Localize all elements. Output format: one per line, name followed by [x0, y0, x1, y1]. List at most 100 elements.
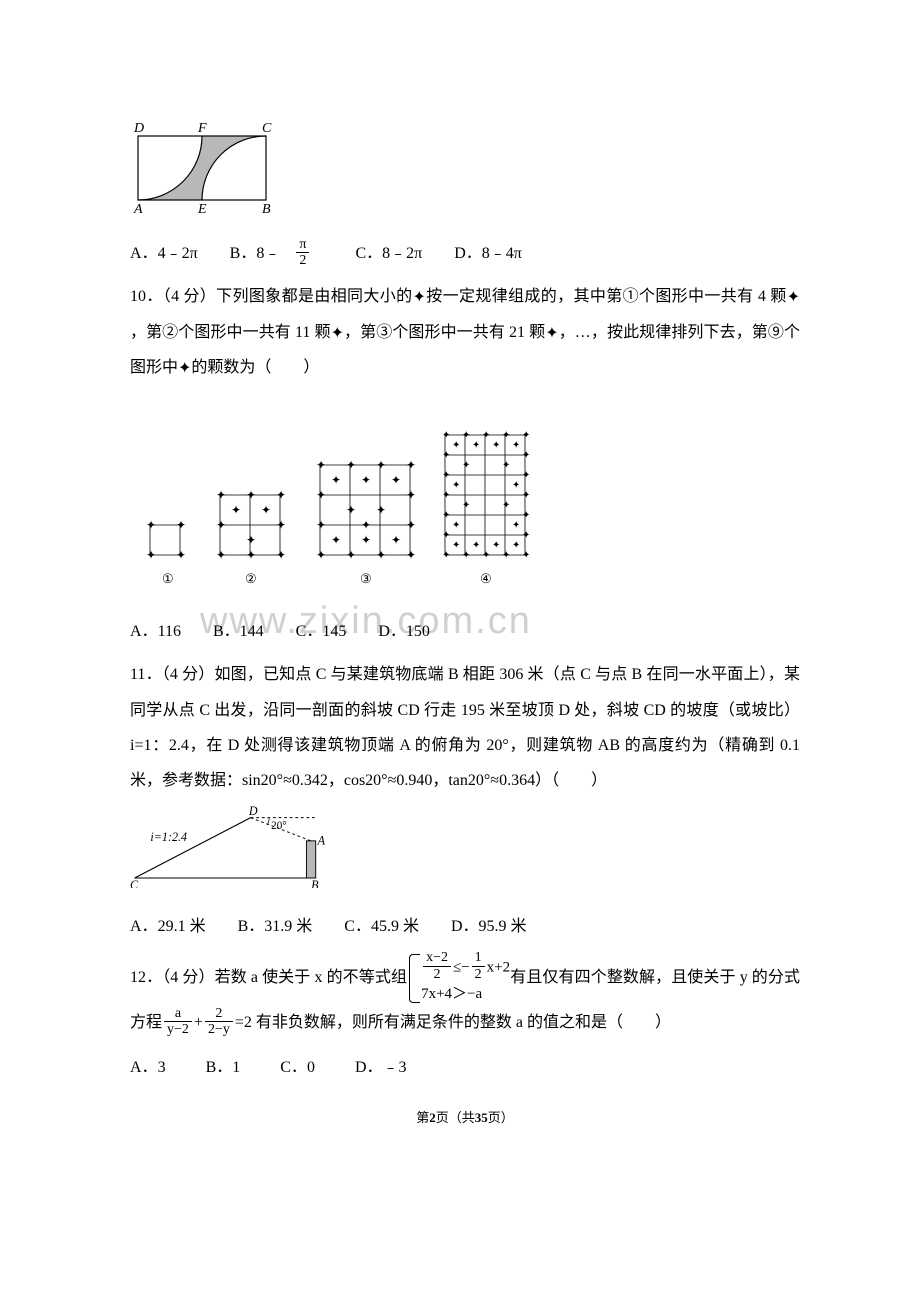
svg-text:✦: ✦	[316, 488, 326, 502]
svg-text:✦: ✦	[482, 550, 490, 561]
svg-text:B: B	[311, 878, 319, 888]
q12-option-b: B．1	[206, 1059, 255, 1076]
svg-text:✦: ✦	[406, 518, 416, 532]
svg-text:✦: ✦	[276, 518, 286, 532]
svg-text:✦: ✦	[216, 518, 226, 532]
svg-text:✦: ✦	[176, 548, 186, 562]
q9-option-b: B．8﹣π2	[230, 245, 338, 262]
svg-text:✦: ✦	[176, 518, 186, 532]
svg-text:D: D	[248, 804, 258, 818]
svg-text:✦: ✦	[442, 470, 450, 481]
q10-pattern-figure: ✦✦ ✦✦ ① ✦✦✦ ✦✦ ✦✦✦ ✦✦ ✦ ②	[130, 395, 800, 608]
svg-text:③: ③	[360, 571, 372, 586]
svg-text:④: ④	[480, 571, 492, 586]
q10-option-d: D．150	[378, 623, 444, 640]
svg-text:✦: ✦	[391, 533, 401, 547]
page-footer: 第2页（共35页）	[130, 1104, 800, 1133]
svg-text:✦: ✦	[512, 480, 520, 491]
star-icon: ✦	[331, 316, 344, 351]
svg-text:✦: ✦	[442, 530, 450, 541]
svg-text:✦: ✦	[462, 500, 470, 511]
svg-text:✦: ✦	[361, 518, 371, 532]
svg-text:✦: ✦	[482, 430, 490, 441]
star-icon: ✦	[178, 351, 191, 386]
svg-text:✦: ✦	[522, 470, 530, 481]
svg-text:✦: ✦	[442, 490, 450, 501]
svg-text:✦: ✦	[442, 450, 450, 461]
svg-text:✦: ✦	[512, 540, 520, 551]
svg-text:✦: ✦	[346, 458, 356, 472]
svg-text:✦: ✦	[246, 548, 256, 562]
q11-option-d: D．95.9 米	[451, 918, 541, 935]
svg-text:✦: ✦	[522, 510, 530, 521]
svg-text:①: ①	[162, 571, 174, 586]
q10-text: 10．（4 分）下列图象都是由相同大小的✦按一定规律组成的，其中第①个图形中一共…	[130, 279, 800, 385]
svg-text:✦: ✦	[452, 480, 460, 491]
svg-text:✦: ✦	[376, 458, 386, 472]
q12-option-a: A．3	[130, 1059, 180, 1076]
svg-text:B: B	[262, 202, 271, 215]
q11-option-b: B．31.9 米	[238, 918, 327, 935]
q10-option-b: B．144	[213, 623, 278, 640]
svg-text:✦: ✦	[502, 460, 510, 471]
svg-text:✦: ✦	[346, 503, 356, 517]
q11-text: 11．（4 分）如图，已知点 C 与某建筑物底端 B 相距 306 米（点 C …	[130, 657, 800, 798]
svg-text:✦: ✦	[406, 548, 416, 562]
svg-text:✦: ✦	[316, 518, 326, 532]
q11-options: A．29.1 米 B．31.9 米 C．45.9 米 D．95.9 米	[130, 909, 800, 944]
svg-text:✦: ✦	[276, 488, 286, 502]
svg-text:✦: ✦	[452, 440, 460, 451]
star-icon: ✦	[413, 280, 426, 315]
svg-text:✦: ✦	[376, 548, 386, 562]
svg-text:✦: ✦	[406, 488, 416, 502]
svg-text:C: C	[130, 878, 139, 888]
svg-text:✦: ✦	[462, 430, 470, 441]
svg-text:✦: ✦	[502, 500, 510, 511]
svg-text:✦: ✦	[346, 548, 356, 562]
svg-text:✦: ✦	[522, 490, 530, 501]
svg-text:✦: ✦	[331, 533, 341, 547]
star-icon: ✦	[787, 280, 800, 315]
q10-options: A．116 B．144 C．145 D．150	[130, 614, 800, 649]
q12-text: 12．（4 分）若数 a 使关于 x 的不等式组 x−22≤−12x+2 7x+…	[130, 952, 800, 1040]
svg-text:C: C	[262, 121, 272, 136]
svg-text:✦: ✦	[462, 460, 470, 471]
svg-text:✦: ✦	[492, 440, 500, 451]
svg-text:A: A	[317, 834, 325, 848]
svg-text:✦: ✦	[442, 550, 450, 561]
svg-text:✦: ✦	[331, 473, 341, 487]
svg-text:✦: ✦	[522, 530, 530, 541]
svg-text:✦: ✦	[512, 520, 520, 531]
svg-text:A: A	[133, 202, 143, 215]
svg-text:E: E	[197, 202, 207, 215]
svg-text:✦: ✦	[492, 540, 500, 551]
svg-text:✦: ✦	[462, 550, 470, 561]
svg-text:✦: ✦	[442, 430, 450, 441]
svg-text:✦: ✦	[231, 503, 241, 517]
svg-text:F: F	[197, 121, 207, 136]
svg-text:✦: ✦	[502, 550, 510, 561]
svg-text:②: ②	[245, 571, 257, 586]
svg-text:✦: ✦	[442, 510, 450, 521]
svg-text:✦: ✦	[216, 488, 226, 502]
svg-text:✦: ✦	[246, 488, 256, 502]
svg-text:✦: ✦	[316, 548, 326, 562]
svg-text:✦: ✦	[502, 430, 510, 441]
svg-text:✦: ✦	[406, 458, 416, 472]
q9-option-c: C．8﹣2π	[355, 245, 436, 262]
svg-text:D: D	[133, 121, 144, 136]
svg-text:20°: 20°	[271, 820, 287, 832]
svg-text:✦: ✦	[391, 473, 401, 487]
svg-text:✦: ✦	[376, 503, 386, 517]
q12-option-d: D．﹣3	[355, 1059, 421, 1076]
q12-option-c: C．0	[280, 1059, 329, 1076]
svg-text:✦: ✦	[146, 548, 156, 562]
svg-text:✦: ✦	[512, 440, 520, 451]
svg-text:✦: ✦	[316, 458, 326, 472]
q11-figure: D 20° A B C i=1:2.4	[130, 803, 800, 901]
svg-text:✦: ✦	[472, 540, 480, 551]
q10-option-c: C．145	[296, 623, 361, 640]
svg-text:✦: ✦	[361, 473, 371, 487]
q9-figure: D F C A E B	[130, 120, 800, 228]
star-icon: ✦	[545, 316, 558, 351]
